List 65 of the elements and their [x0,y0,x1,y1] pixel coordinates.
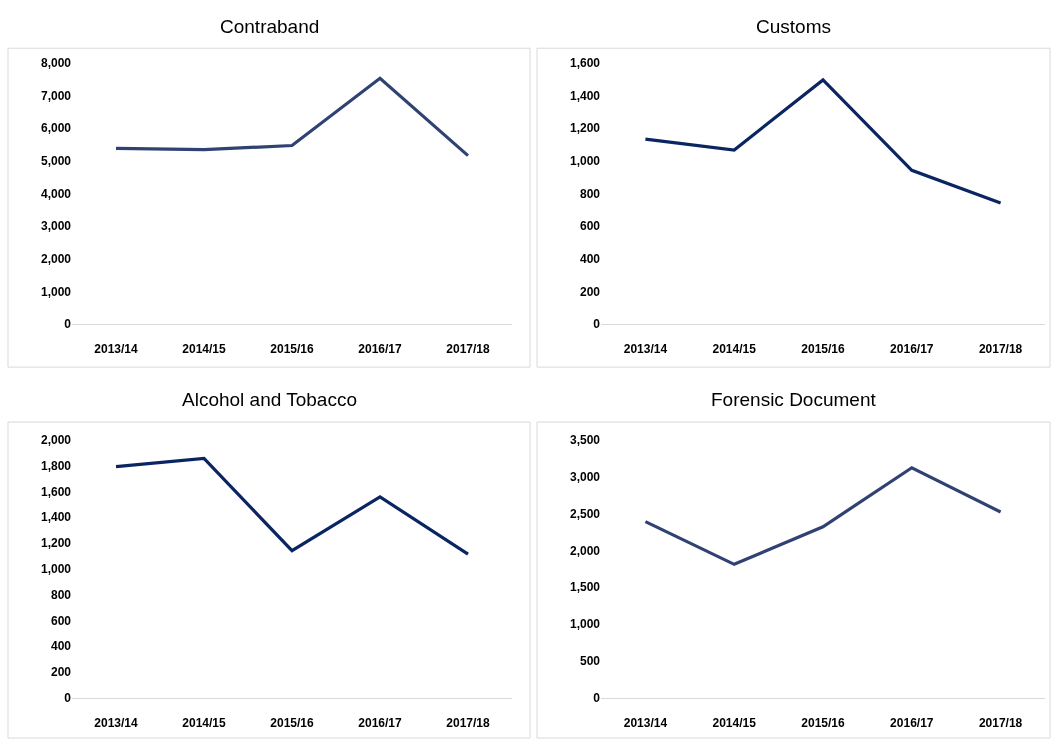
x-tick-label: 2016/17 [890,342,934,357]
y-tick-label: 3,000 [40,219,72,234]
x-tick-label: 2013/14 [94,342,139,357]
y-tick-label: 1,200 [40,536,72,551]
chart-title: Customs [756,16,831,37]
y-tick-label: 7,000 [40,88,72,103]
y-tick-label: 2,000 [40,251,72,266]
y-tick-label: 1,000 [569,154,601,169]
x-tick-label: 2016/17 [890,716,934,731]
line-series [643,78,1003,205]
y-tick-label: 1,500 [569,580,601,595]
y-tick-label: 2,000 [40,432,72,447]
line-series [114,76,470,158]
y-tick-label: 1,000 [40,284,72,299]
y-tick-label: 1,000 [569,617,601,632]
y-tick-label: 200 [50,665,72,680]
y-tick-label: 5,000 [40,154,72,169]
x-tick-label: 2014/15 [712,342,757,357]
x-tick-label: 2016/17 [358,342,403,357]
y-tick-label: 2,000 [569,543,601,558]
y-tick-label: 0 [593,317,601,332]
chart-title: Contraband [220,16,320,37]
y-tick-label: 4,000 [40,186,72,201]
x-tick-label: 2016/17 [358,716,403,731]
x-tick-label: 2017/18 [978,716,1023,731]
x-tick-label: 2015/16 [270,342,315,357]
x-tick-label: 2017/18 [446,716,491,731]
chart-title: Alcohol and Tobacco [182,389,357,410]
y-tick-label: 0 [64,691,72,705]
y-tick-label: 1,000 [40,561,72,576]
chart-title: Forensic Document [711,389,877,410]
y-tick-label: 3,000 [569,469,601,484]
x-tick-label: 2014/15 [182,342,227,357]
y-tick-label: 2,500 [569,506,601,521]
y-tick-label: 800 [50,587,72,602]
y-tick-label: 1,800 [40,458,72,473]
x-tick-label: 2017/18 [978,342,1023,357]
y-tick-label: 3,500 [569,432,601,447]
y-tick-label: 1,200 [569,121,601,136]
line-series [114,456,470,556]
y-tick-label: 200 [579,284,601,299]
y-tick-label: 1,400 [569,88,601,103]
y-tick-label: 6,000 [40,121,72,136]
y-tick-label: 1,400 [40,510,72,525]
x-tick-label: 2013/14 [94,716,139,731]
y-tick-label: 0 [64,317,72,332]
y-tick-label: 800 [579,186,601,201]
y-tick-label: 1,600 [40,484,72,499]
x-tick-label: 2014/15 [182,716,227,731]
x-tick-label: 2015/16 [270,716,315,731]
x-tick-label: 2013/14 [623,342,668,357]
y-tick-label: 0 [593,691,601,705]
x-tick-label: 2015/16 [801,716,846,731]
y-tick-label: 600 [50,613,72,628]
y-tick-label: 1,600 [569,56,601,71]
x-tick-label: 2017/18 [446,342,491,357]
y-tick-label: 8,000 [40,56,72,71]
y-tick-label: 500 [579,654,601,669]
x-tick-label: 2013/14 [623,716,668,731]
y-tick-label: 400 [50,639,72,654]
y-tick-label: 400 [579,251,601,266]
line-series [643,466,1003,566]
y-tick-label: 600 [579,219,601,234]
x-tick-label: 2014/15 [712,716,757,731]
x-tick-label: 2015/16 [801,342,846,357]
